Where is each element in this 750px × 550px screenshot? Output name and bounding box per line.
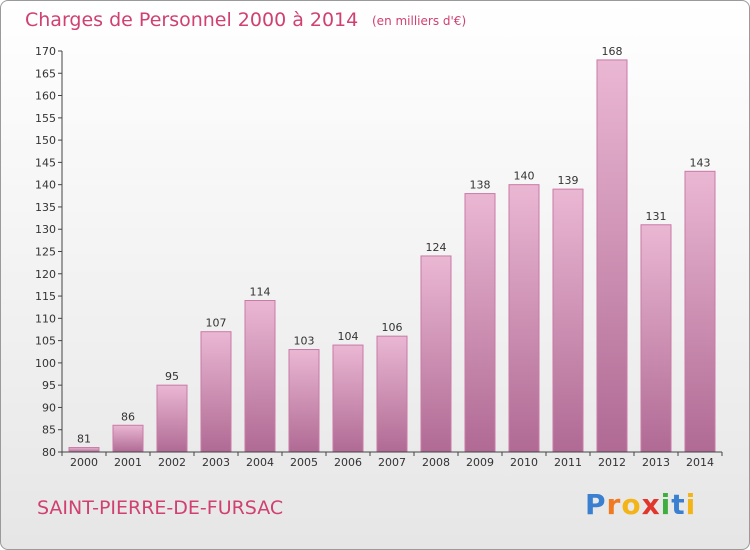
bar-value-label: 138 bbox=[470, 179, 491, 192]
bar-value-label: 86 bbox=[121, 410, 135, 423]
y-tick-label: 105 bbox=[35, 335, 56, 348]
y-tick-label: 130 bbox=[35, 223, 56, 236]
bar bbox=[640, 224, 672, 453]
x-axis: 2000 2001 2002 2003 2004 2005 2006 2007 2008 2009… bbox=[61, 451, 723, 469]
bar bbox=[464, 193, 496, 453]
x-tick-label: 2010 bbox=[510, 456, 538, 469]
proxiti-logo: Proxiti bbox=[585, 488, 696, 521]
bar bbox=[332, 344, 364, 453]
y-tick-label: 110 bbox=[35, 312, 56, 325]
bar bbox=[112, 424, 144, 453]
logo-letter: i bbox=[685, 488, 697, 521]
bar-value-label: 143 bbox=[690, 156, 711, 169]
bar bbox=[684, 170, 716, 453]
logo-letter: o bbox=[621, 488, 642, 521]
y-tick-label: 140 bbox=[35, 179, 56, 192]
y-tick-label: 170 bbox=[35, 45, 56, 58]
bar-value-label: 106 bbox=[382, 321, 403, 334]
x-tick-label: 2004 bbox=[246, 456, 274, 469]
y-tick-label: 145 bbox=[35, 156, 56, 169]
bar bbox=[508, 184, 540, 453]
bar-value-label: 114 bbox=[250, 286, 271, 299]
bar bbox=[288, 349, 320, 453]
y-tick-label: 160 bbox=[35, 90, 56, 103]
x-tick-label: 2002 bbox=[158, 456, 186, 469]
bar bbox=[68, 447, 100, 453]
y-tick-label: 95 bbox=[42, 379, 56, 392]
y-tick-label: 125 bbox=[35, 246, 56, 259]
bar-value-label: 95 bbox=[165, 370, 179, 383]
x-tick-label: 2011 bbox=[554, 456, 582, 469]
y-tick-label: 100 bbox=[35, 357, 56, 370]
chart-subtitle: (en milliers d'€) bbox=[372, 14, 467, 28]
chart-title: Charges de Personnel 2000 à 2014 bbox=[25, 9, 359, 31]
x-tick-label: 2003 bbox=[202, 456, 230, 469]
x-tick-label: 2012 bbox=[598, 456, 626, 469]
y-tick-label: 165 bbox=[35, 67, 56, 80]
y-tick-label: 115 bbox=[35, 290, 56, 303]
y-tick-label: 85 bbox=[42, 424, 56, 437]
bar-value-label: 107 bbox=[206, 317, 227, 330]
bar-value-label: 81 bbox=[77, 433, 91, 446]
bar-value-label: 104 bbox=[338, 330, 359, 343]
x-tick-label: 2014 bbox=[686, 456, 714, 469]
y-tick-label: 155 bbox=[35, 112, 56, 125]
bar-value-label: 131 bbox=[646, 210, 667, 223]
x-tick-label: 2007 bbox=[378, 456, 406, 469]
logo-letter: r bbox=[606, 488, 622, 521]
logo-letter: x bbox=[641, 488, 661, 521]
y-tick-label: 80 bbox=[42, 446, 56, 459]
y-axis: 80 85 90 95 100 105 110 115 120 125 130 135 140 145 15… bbox=[35, 45, 63, 459]
bar bbox=[244, 300, 276, 453]
bar-value-label: 139 bbox=[558, 174, 579, 187]
logo-letter: t bbox=[671, 488, 686, 521]
bar bbox=[552, 188, 584, 453]
y-tick-label: 120 bbox=[35, 268, 56, 281]
x-tick-label: 2005 bbox=[290, 456, 318, 469]
y-tick-label: 135 bbox=[35, 201, 56, 214]
town-name: SAINT-PIERRE-DE-FURSAC bbox=[37, 497, 284, 519]
logo-letter: P bbox=[585, 488, 607, 521]
bar bbox=[156, 384, 188, 453]
bar bbox=[376, 335, 408, 453]
x-tick-label: 2001 bbox=[114, 456, 142, 469]
bar-value-label: 124 bbox=[426, 241, 447, 254]
x-tick-label: 2008 bbox=[422, 456, 450, 469]
bar-value-label: 140 bbox=[514, 170, 535, 183]
logo-letter: i bbox=[660, 488, 672, 521]
bars: 81 86 95 107 114 103 104 106 124 138 140 139 168 131 1… bbox=[68, 45, 716, 453]
bar bbox=[200, 331, 232, 453]
bar bbox=[420, 255, 452, 453]
x-tick-label: 2006 bbox=[334, 456, 362, 469]
bar bbox=[596, 59, 628, 453]
y-tick-label: 150 bbox=[35, 134, 56, 147]
x-tick-label: 2000 bbox=[70, 456, 98, 469]
x-tick-label: 2009 bbox=[466, 456, 494, 469]
bar-value-label: 168 bbox=[602, 45, 623, 58]
bar-value-label: 103 bbox=[294, 335, 315, 348]
x-tick-label: 2013 bbox=[642, 456, 670, 469]
y-tick-label: 90 bbox=[42, 401, 56, 414]
